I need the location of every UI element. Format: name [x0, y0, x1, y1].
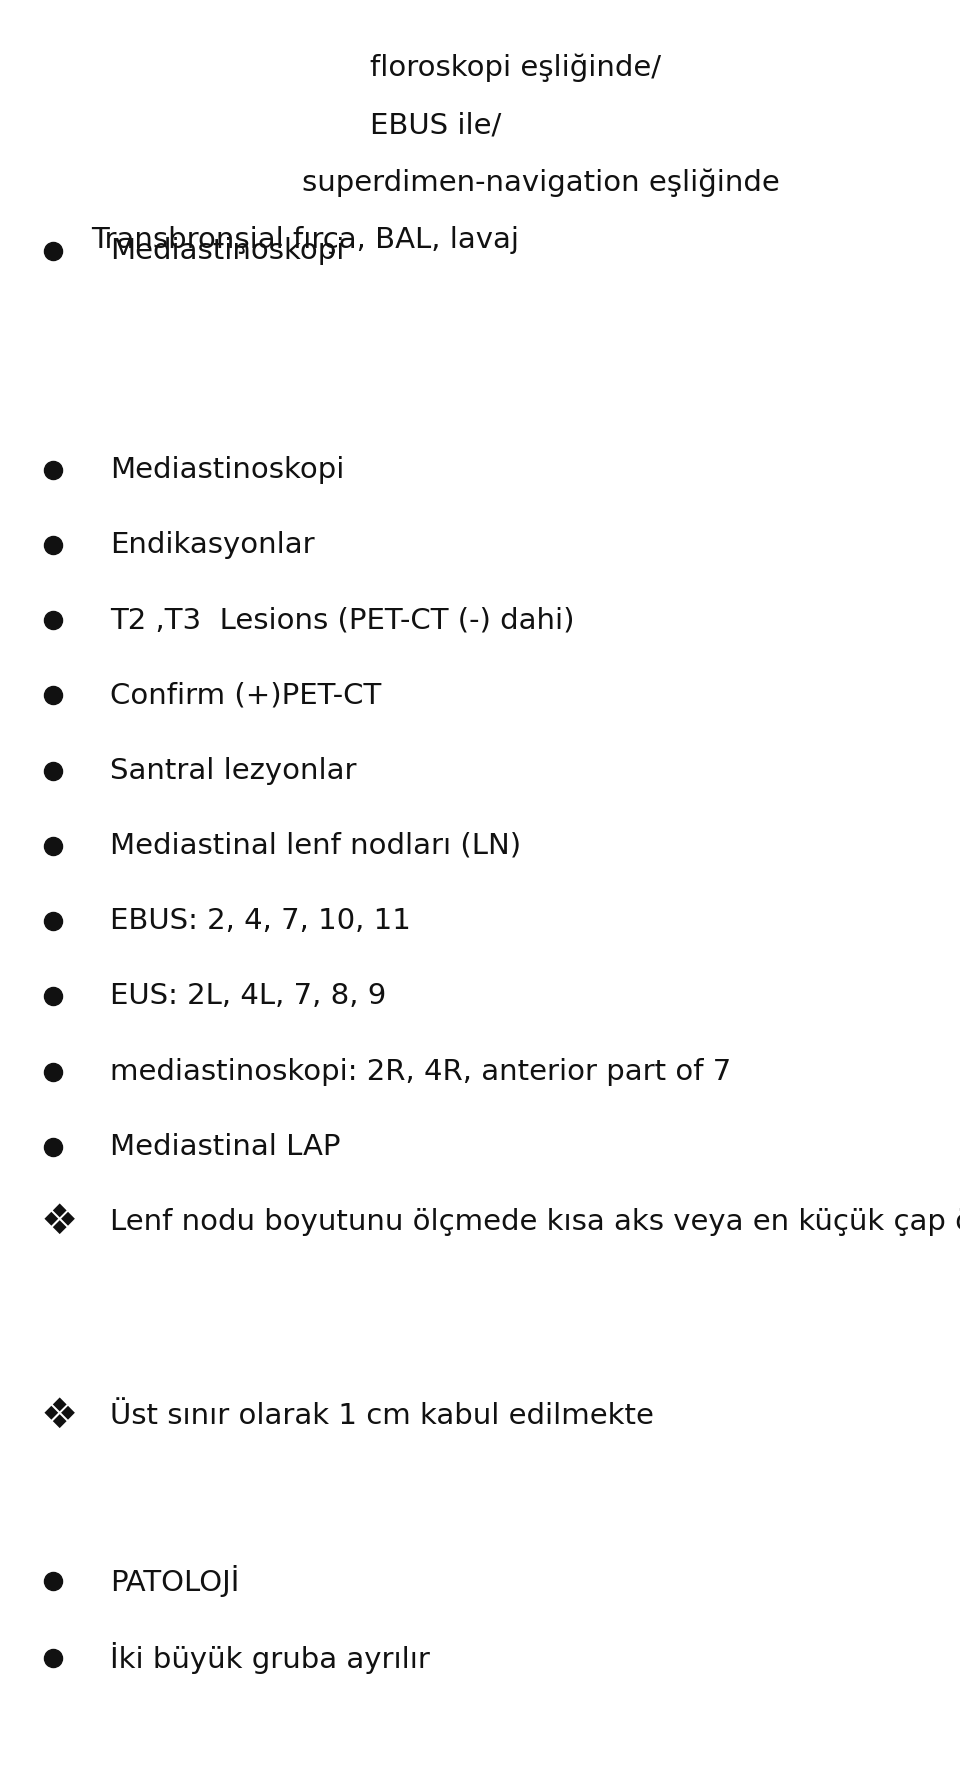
Text: Mediastinoskopi: Mediastinoskopi [110, 237, 345, 265]
Text: Santral lezyonlar: Santral lezyonlar [110, 756, 357, 785]
Text: Transbronşial fırça, BAL, lavaj: Transbronşial fırça, BAL, lavaj [91, 226, 519, 254]
Text: EBUS: 2, 4, 7, 10, 11: EBUS: 2, 4, 7, 10, 11 [110, 907, 411, 935]
Text: Mediastinal LAP: Mediastinal LAP [110, 1133, 341, 1161]
Text: Mediastinoskopi: Mediastinoskopi [110, 455, 345, 484]
Text: PATOLOJİ: PATOLOJİ [110, 1564, 240, 1597]
Text: Mediastinal lenf nodları (LN): Mediastinal lenf nodları (LN) [110, 831, 521, 860]
Text: ❖: ❖ [40, 1201, 78, 1244]
Text: floroskopi eşliğinde/: floroskopi eşliğinde/ [370, 54, 660, 82]
Text: Lenf nodu boyutunu ölçmede kısa aks veya en küçük çap ölçülür: Lenf nodu boyutunu ölçmede kısa aks veya… [110, 1208, 960, 1236]
Text: EUS: 2L, 4L, 7, 8, 9: EUS: 2L, 4L, 7, 8, 9 [110, 982, 387, 1011]
Text: Üst sınır olarak 1 cm kabul edilmekte: Üst sınır olarak 1 cm kabul edilmekte [110, 1401, 655, 1430]
Text: mediastinoskopi: 2R, 4R, anterior part of 7: mediastinoskopi: 2R, 4R, anterior part o… [110, 1057, 732, 1086]
Text: Endikasyonlar: Endikasyonlar [110, 530, 315, 559]
Text: İki büyük gruba ayrılır: İki büyük gruba ayrılır [110, 1641, 430, 1674]
Text: superdimen-navigation eşliğinde: superdimen-navigation eşliğinde [302, 168, 780, 197]
Text: EBUS ile/: EBUS ile/ [370, 111, 501, 140]
Text: T2 ,T3  Lesions (PET-CT (-) dahi): T2 ,T3 Lesions (PET-CT (-) dahi) [110, 606, 575, 634]
Text: ❖: ❖ [40, 1394, 78, 1437]
Text: Confirm (+)PET-CT: Confirm (+)PET-CT [110, 681, 382, 710]
